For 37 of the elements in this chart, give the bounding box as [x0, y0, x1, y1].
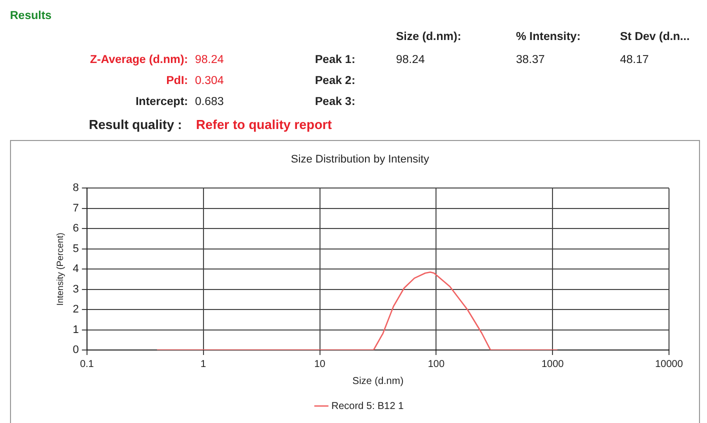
- legend-label: Record 5: B12 1: [331, 400, 404, 412]
- text: % Intensity:: [516, 31, 581, 43]
- text: Z-Average (d.nm):: [89, 54, 188, 66]
- text: Result quality :: [88, 117, 182, 132]
- text: Results: [10, 10, 52, 22]
- text: Refer to quality report: [196, 117, 332, 132]
- text: 0.304: [195, 75, 224, 87]
- x-axis-title: Size (d.nm): [352, 376, 404, 387]
- y-tick-label: 5: [72, 242, 79, 255]
- text: Peak 2:: [315, 75, 356, 87]
- x-tick-label: 0.1: [80, 358, 94, 370]
- text: St Dev (d.n...: [620, 31, 690, 43]
- y-tick-label: 0: [72, 344, 79, 356]
- text: Intercept:: [134, 96, 188, 108]
- text: 48.17: [620, 54, 649, 66]
- text: 98.24: [396, 54, 425, 66]
- x-tick-label: 1000: [541, 358, 564, 370]
- y-tick-label: 2: [72, 304, 79, 316]
- y-tick-label: 8: [72, 182, 79, 194]
- x-tick-label: 10000: [655, 358, 684, 370]
- x-tick-label: 100: [428, 358, 445, 370]
- y-tick-label: 6: [72, 222, 79, 235]
- text: Size (d.nm):: [396, 31, 462, 43]
- text: 38.37: [516, 54, 545, 66]
- text: 98.24: [195, 54, 224, 66]
- chart-title: Size Distribution by Intensity: [290, 154, 430, 166]
- y-axis-title: Intensity (Percent): [54, 232, 65, 306]
- text: Peak 1:: [315, 54, 356, 66]
- text: Peak 3:: [315, 96, 356, 108]
- y-tick-label: 1: [72, 324, 79, 336]
- y-tick-label: 4: [72, 263, 79, 276]
- text: 0.683: [195, 96, 224, 108]
- text: PdI:: [165, 75, 188, 87]
- x-tick-label: 10: [314, 358, 326, 370]
- y-tick-label: 7: [72, 202, 79, 214]
- y-tick-label: 3: [72, 283, 79, 296]
- x-tick-label: 1: [200, 358, 207, 370]
